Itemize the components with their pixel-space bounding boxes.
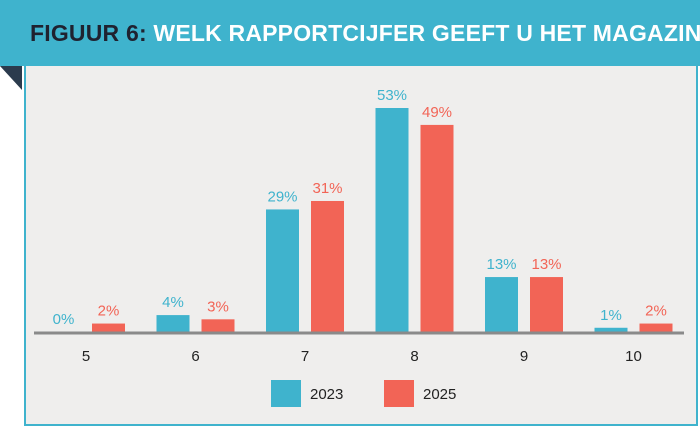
legend-label-2023: 2023: [310, 386, 343, 403]
bar-2025-5: [92, 323, 125, 332]
bar-2025-9: [530, 277, 563, 332]
bar-2023-6: [156, 315, 190, 332]
value-label-2023-8: 53%: [377, 87, 407, 104]
x-tick-label-7: 7: [301, 348, 309, 365]
bar-2023-8: [375, 108, 409, 332]
value-label-2025-6: 3%: [207, 298, 229, 315]
figure-title: FIGUUR 6: WELK RAPPORTCIJFER GEEFT U HET…: [30, 20, 700, 47]
x-tick-label-5: 5: [82, 348, 90, 365]
bar-2025-6: [201, 319, 235, 332]
value-label-2025-8: 49%: [422, 104, 452, 121]
bars-group: [92, 108, 673, 332]
figure-label: FIGUUR 6:: [30, 20, 147, 46]
legend: 2023 2025: [271, 380, 456, 407]
value-label-2023-9: 13%: [486, 256, 516, 273]
x-tick-label-8: 8: [410, 348, 418, 365]
value-label-2025-9: 13%: [531, 256, 561, 273]
bar-2025-7: [311, 200, 344, 332]
value-label-2025-10: 2%: [645, 303, 667, 320]
x-tick-label-9: 9: [520, 348, 528, 365]
value-label-2025-7: 31%: [312, 180, 342, 197]
value-label-2023-6: 4%: [162, 294, 184, 311]
figure-question: WELK RAPPORTCIJFER GEEFT U HET MAGAZINE?: [153, 20, 700, 46]
legend-swatch-2025: [384, 380, 414, 407]
bar-2023-10: [594, 327, 628, 332]
x-tick-label-10: 10: [625, 348, 642, 365]
banner-fold-decoration: [0, 66, 22, 90]
bar-2025-8: [420, 124, 454, 332]
value-label-2025-5: 2%: [98, 303, 120, 320]
title-banner: FIGUUR 6: WELK RAPPORTCIJFER GEEFT U HET…: [0, 0, 700, 66]
value-label-2023-7: 29%: [267, 188, 297, 205]
value-label-2023-5: 0%: [53, 311, 75, 328]
value-labels-group: 0% 2% 4% 3% 29% 31% 53% 49% 13% 13% 1% 2%: [53, 87, 667, 328]
bar-2023-9: [485, 277, 518, 332]
legend-swatch-2023: [271, 380, 301, 407]
legend-label-2025: 2025: [423, 386, 456, 403]
bar-2023-7: [266, 209, 299, 332]
value-label-2023-10: 1%: [600, 307, 622, 324]
x-tick-labels-group: 5 6 7 8 9 10: [82, 348, 642, 365]
x-tick-label-6: 6: [191, 348, 199, 365]
bar-2025-10: [639, 323, 673, 332]
chart-panel: [24, 66, 698, 426]
